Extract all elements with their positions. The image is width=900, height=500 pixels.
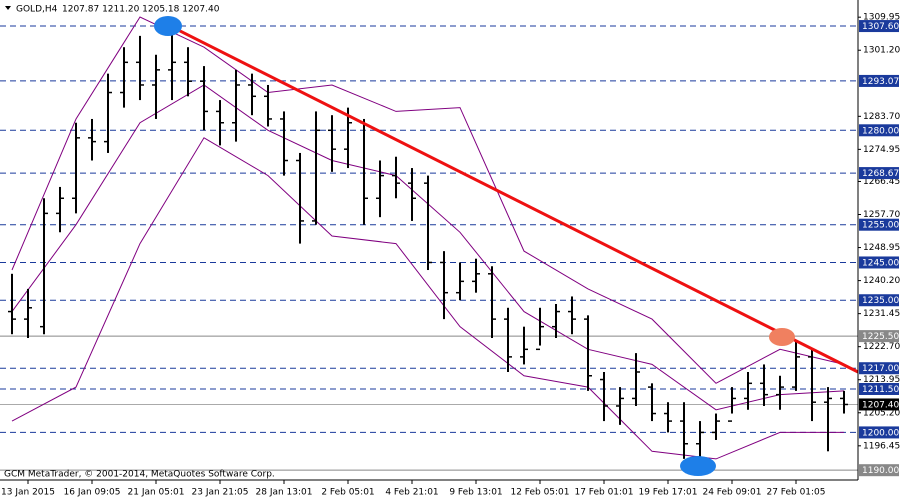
menu-arrow: [5, 6, 11, 10]
x-tick-label: 12 Feb 05:01: [510, 488, 569, 498]
level-label: 1225.50: [862, 332, 899, 342]
level-box: [859, 464, 899, 477]
level-box: [859, 74, 899, 87]
level-label: 1255.00: [862, 221, 899, 231]
x-tick-label: 17 Feb 01:01: [574, 488, 633, 498]
band-upper: [11, 16, 845, 384]
x-tick-label: 28 Jan 13:01: [256, 488, 313, 498]
level-box: [859, 362, 899, 375]
y-tick-label: 1196.45: [863, 441, 900, 451]
level-box: [859, 330, 899, 343]
level-box: [859, 294, 899, 307]
price-label: 1207.40: [862, 400, 899, 410]
y-tick-label: 1205.20: [863, 408, 900, 418]
level-label: 1293.07: [862, 77, 899, 87]
y-tick-label: 1274.95: [863, 145, 900, 155]
marker-high: [154, 16, 182, 36]
x-tick-label: 16 Jan 09:05: [64, 488, 121, 498]
y-tick-label: 1248.95: [863, 243, 900, 253]
level-box: [859, 124, 899, 137]
footer: GCM MetaTrader, © 2001-2014, MetaQuotes …: [4, 470, 275, 480]
level-label: 1280.00: [862, 126, 899, 136]
level-box: [859, 382, 899, 395]
quote: 1207.87 1211.20 1205.18 1207.40: [62, 5, 220, 15]
y-tick-label: 1283.70: [863, 112, 900, 122]
y-tick-label: 1266.45: [863, 177, 900, 187]
y-tick-label: 1213.95: [863, 375, 900, 385]
price-labels: 1309.95 1301.20 1283.70 1274.95 1266.45 1257.…: [858, 13, 900, 477]
level-box: [859, 256, 899, 269]
level-label: 1211.50: [862, 385, 899, 395]
x-tick-label: 9 Feb 13:01: [449, 488, 502, 498]
x-tick-label: 2 Feb 05:01: [321, 488, 374, 498]
x-tick-label: 24 Feb 09:01: [702, 488, 761, 498]
x-tick-label: 27 Feb 01:05: [766, 488, 825, 498]
marker-touch: [769, 328, 795, 346]
level-box: [859, 167, 899, 180]
symbol: GOLD,H4: [16, 5, 58, 15]
y-tick-label: 1301.20: [863, 46, 900, 56]
level-box: [859, 218, 899, 231]
level-label: 1307.60: [862, 22, 899, 32]
level-label: 1268.67: [862, 169, 899, 179]
y-tick-label: 1309.95: [863, 13, 900, 23]
y-tick-label: 1231.45: [863, 309, 900, 319]
y-tick-label: 1257.70: [863, 210, 900, 220]
level-label: 1245.00: [862, 258, 899, 268]
x-tick-label: 19 Feb 17:01: [638, 488, 697, 498]
y-tick-label: 1240.20: [863, 276, 900, 286]
level-box: [859, 426, 899, 439]
price-box: [859, 398, 899, 411]
x-tick-label: 21 Jan 05:01: [128, 488, 185, 498]
x-tick-label: 23 Jan 21:05: [192, 488, 249, 498]
markers: [154, 16, 795, 476]
plot: 13 Jan 2015 16 Jan 09:05 21 Jan 05:01 23 Ja…: [0, 16, 859, 498]
trendline: [168, 23, 859, 374]
marker-low: [680, 456, 716, 476]
x-tick-label: 13 Jan 2015: [1, 488, 55, 498]
x-tick-label: 4 Feb 21:01: [385, 488, 438, 498]
level-box: [859, 20, 899, 33]
level-label: 1200.00: [862, 428, 899, 438]
level-label: 1235.00: [862, 296, 899, 306]
y-tick-label: 1222.70: [863, 342, 900, 352]
level-label: 1190.00: [862, 466, 899, 476]
level-label: 1217.00: [862, 364, 899, 374]
